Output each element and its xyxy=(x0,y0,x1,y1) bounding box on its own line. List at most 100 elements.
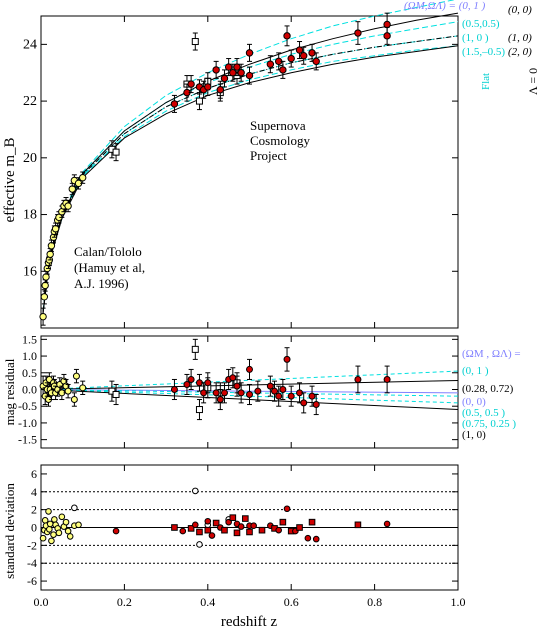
x-tick-label: 0.8 xyxy=(367,595,382,609)
data-point xyxy=(275,526,282,534)
y-tick-label: -4 xyxy=(27,556,37,570)
data-point xyxy=(187,525,195,532)
data-point xyxy=(246,365,253,373)
data-point xyxy=(224,63,233,71)
data-point xyxy=(233,529,241,537)
data-point xyxy=(383,32,391,40)
mid-legend-entry-3: (0, 0) xyxy=(462,396,486,408)
data-point xyxy=(279,518,287,526)
data-point xyxy=(112,527,120,535)
x-tick-label: 0.4 xyxy=(200,595,215,609)
data-point xyxy=(112,148,120,156)
y-tick-label: 20 xyxy=(23,151,37,166)
data-point xyxy=(246,391,253,399)
x-tick-label: 0.6 xyxy=(284,595,299,609)
supernova-label-line2: Cosmology xyxy=(250,133,310,148)
y-tick-label: -6 xyxy=(27,574,37,588)
data-point xyxy=(237,69,245,77)
y-tick-label: 22 xyxy=(23,94,37,109)
data-point xyxy=(75,521,82,529)
data-point xyxy=(195,406,203,414)
data-point xyxy=(300,399,308,407)
mid-legend-entry-1: (0, 1 ) xyxy=(462,365,489,377)
top-legend-lambda-label: Λ = 0 xyxy=(526,68,540,95)
data-point xyxy=(64,527,72,535)
y-tick-label: 16 xyxy=(23,264,37,279)
data-point xyxy=(308,392,316,400)
data-point xyxy=(246,528,253,536)
data-point xyxy=(242,515,249,522)
data-point xyxy=(383,20,391,29)
calan-label-line2: (Hamuy et al, xyxy=(74,260,145,275)
mid-legend-entry-6: (1, 0) xyxy=(462,429,486,441)
data-point xyxy=(41,281,49,290)
middle-panel: 1.5 1.0 0.5 0.0 -0.5 -1.0 -1.5 xyxy=(18,332,459,449)
data-point xyxy=(220,389,228,397)
data-point xyxy=(354,375,362,383)
top-legend-lambda0-2: (1, 0) xyxy=(508,32,532,44)
supernova-label-line1: Supernova xyxy=(250,118,306,133)
y-tick-label: 0.5 xyxy=(22,366,37,380)
top-y-axis-label: effective m_B xyxy=(2,137,18,222)
data-point xyxy=(212,66,220,74)
data-point xyxy=(79,173,87,182)
data-point xyxy=(58,513,66,521)
plot-frame xyxy=(40,335,459,449)
mid-y-axis-label: mag residual xyxy=(2,358,17,425)
data-point xyxy=(45,508,52,515)
data-point xyxy=(187,80,195,88)
data-point xyxy=(66,533,74,540)
data-point xyxy=(258,526,266,534)
mid-legend-entry-2: (0.28, 0.72) xyxy=(462,383,514,395)
top-legend-flat-1: (0.5,0.5) xyxy=(462,18,500,30)
data-point xyxy=(266,382,274,390)
data-point xyxy=(51,225,60,233)
data-point xyxy=(287,54,295,63)
data-point xyxy=(195,97,203,105)
data-point xyxy=(187,375,195,383)
data-point xyxy=(233,63,241,71)
data-point xyxy=(41,517,49,524)
y-tick-label: -2 xyxy=(27,538,37,552)
data-point xyxy=(46,520,54,528)
data-point xyxy=(283,355,291,363)
mid-legend-header: (ΩM , ΩΛ) = xyxy=(462,348,521,360)
data-point xyxy=(68,185,76,193)
data-point xyxy=(271,387,279,395)
data-point xyxy=(296,524,303,531)
data-point xyxy=(204,379,212,387)
top-legend-flat-2: (1, 0 ) xyxy=(462,32,489,44)
data-point xyxy=(304,534,312,542)
mid-legend-entry-4: (0.5, 0.5 ) xyxy=(462,407,505,419)
top-panel: 16 18 20 22 24 xyxy=(23,0,459,329)
supernova-label-line3: Project xyxy=(250,148,287,163)
data-point xyxy=(245,71,254,80)
data-point xyxy=(171,524,178,531)
data-point xyxy=(250,522,257,530)
y-tick-label: 6 xyxy=(31,467,37,481)
data-point xyxy=(50,531,57,538)
x-axis-label: redshift z xyxy=(221,614,278,630)
data-point xyxy=(39,534,47,542)
data-point xyxy=(229,69,237,77)
data-point xyxy=(55,529,63,537)
data-point xyxy=(191,487,199,495)
data-point xyxy=(179,527,187,535)
data-point xyxy=(208,532,216,539)
data-point xyxy=(229,374,237,382)
y-tick-label: 4 xyxy=(31,485,37,499)
y-tick-label: 0.0 xyxy=(22,382,37,396)
top-legend-header: (ΩM,ΩΛ) = (0, 1 ) xyxy=(404,0,486,12)
data-point xyxy=(183,380,191,388)
data-point xyxy=(47,242,56,250)
data-point xyxy=(266,60,275,68)
data-point xyxy=(295,46,304,54)
data-point xyxy=(212,519,220,527)
data-point xyxy=(48,537,55,545)
data-point xyxy=(170,385,178,393)
data-point xyxy=(46,250,54,258)
y-tick-label: 0 xyxy=(31,521,37,535)
bottom-panel: 6 4 2 0 -2 -4 -6 0.0 0.2 0.4 0.6 0.8 1.0 xyxy=(27,464,466,609)
y-tick-label: 2 xyxy=(31,503,37,517)
